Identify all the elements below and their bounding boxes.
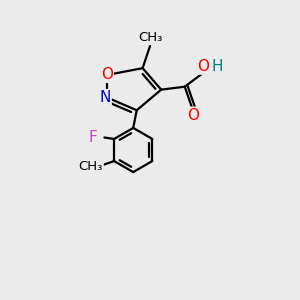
Text: H: H [212, 58, 224, 74]
Text: O: O [197, 58, 209, 74]
Text: O: O [187, 108, 199, 123]
Text: CH₃: CH₃ [138, 31, 163, 44]
Text: CH₃: CH₃ [78, 160, 103, 173]
Text: O: O [101, 67, 113, 82]
Text: N: N [99, 90, 111, 105]
Text: F: F [88, 130, 97, 145]
